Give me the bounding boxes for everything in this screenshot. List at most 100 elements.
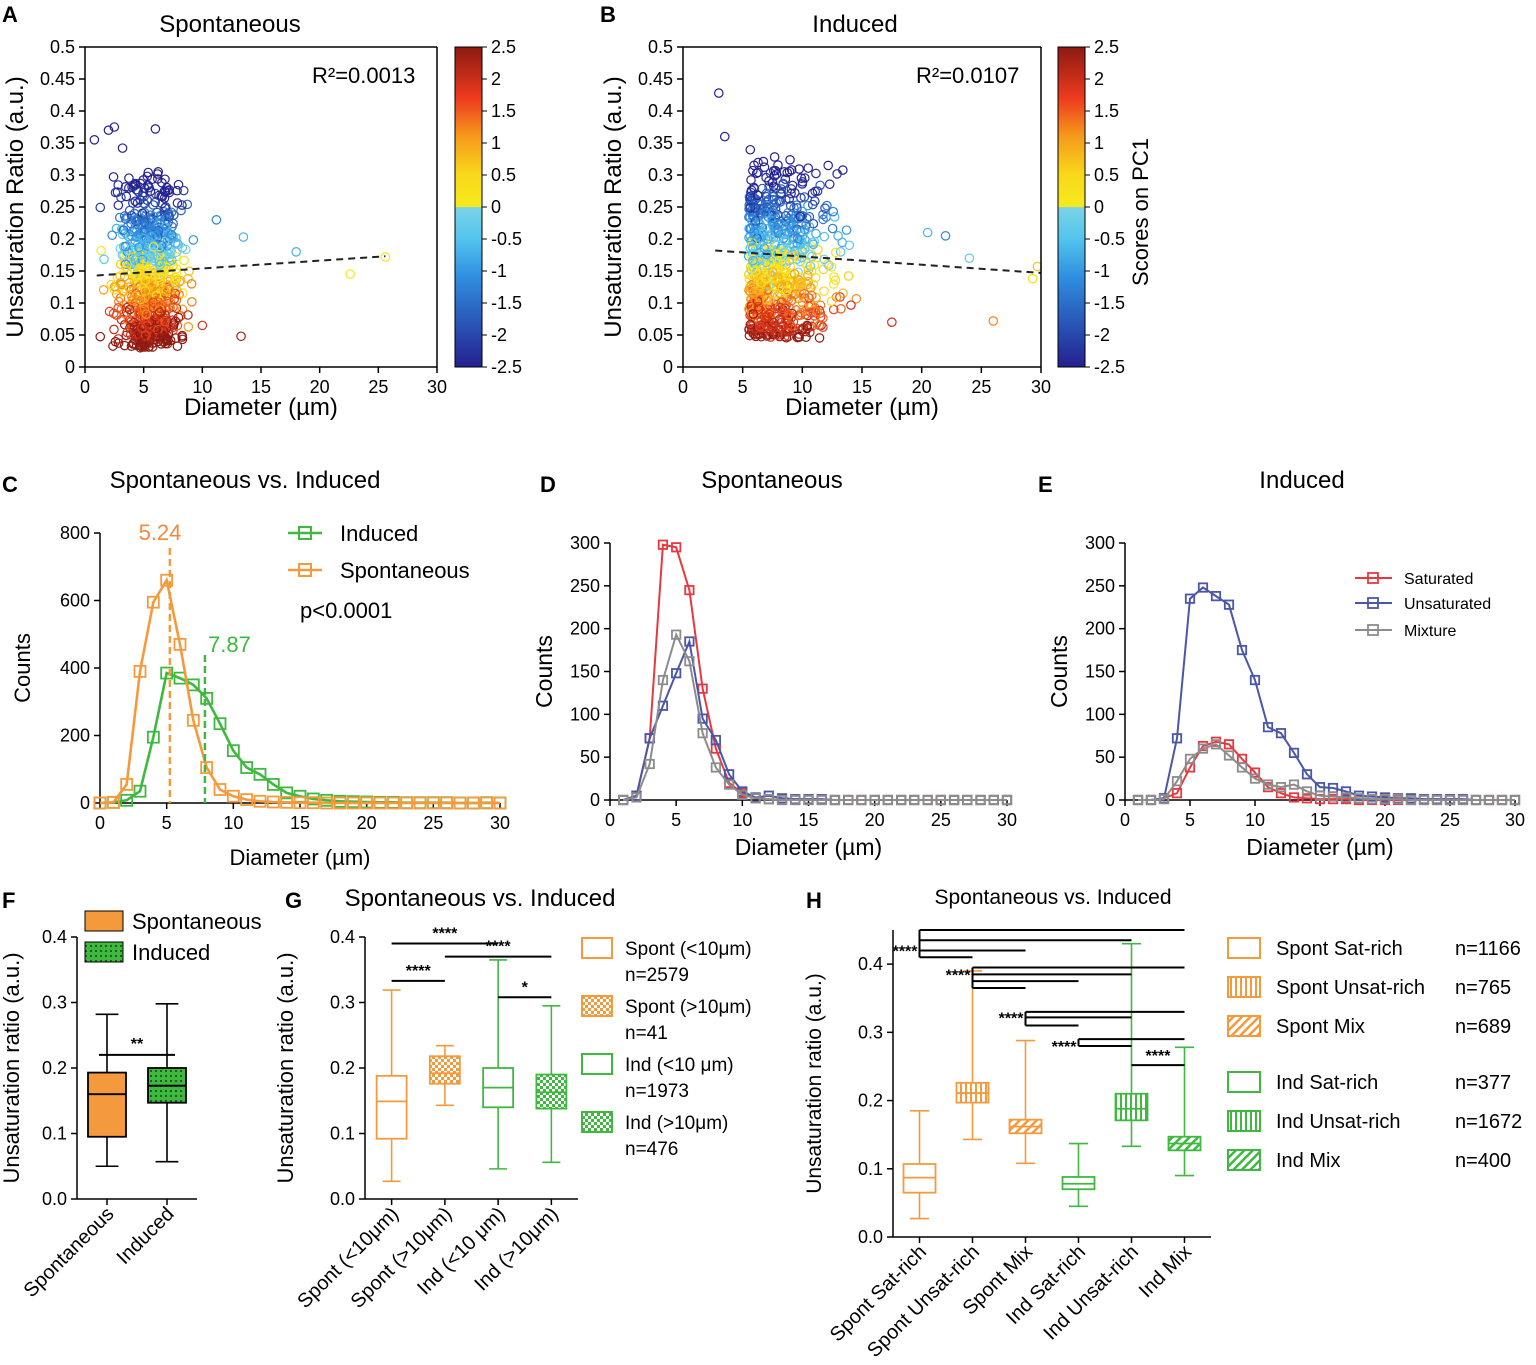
scatter-point (132, 198, 143, 208)
scatter-point (187, 297, 197, 307)
scatter-point (768, 329, 779, 339)
x-tick-label: 0 (1120, 810, 1130, 830)
series-marker-spontaneous (93, 796, 107, 810)
series-marker-induced (280, 786, 294, 800)
y-axis-title: Unsaturation Ratio (a.u.) (600, 76, 627, 337)
scatter-point (769, 316, 780, 326)
series-marker-spontaneous (360, 796, 374, 810)
scatter-point (748, 191, 758, 202)
scatter-point (152, 174, 163, 184)
scatter-point (153, 324, 163, 335)
panel-letter-a: A (2, 2, 18, 27)
panel-letter-e: E (1038, 472, 1053, 497)
series-marker-mixture (710, 762, 721, 773)
scatter-point (824, 179, 835, 190)
series-marker-induced (226, 744, 240, 758)
scatter-point (747, 263, 758, 273)
series-marker-spontaneous (173, 637, 187, 651)
legend-marker (298, 563, 312, 577)
x-tick-label: 25 (931, 810, 951, 830)
y-tick-label: 0.3 (330, 993, 355, 1013)
legend-marker (298, 526, 312, 540)
legend-marker (1367, 624, 1379, 636)
y-tick-label: 100 (1085, 704, 1115, 724)
y-tick-label: 250 (1085, 576, 1115, 596)
series-marker-spontaneous (106, 795, 120, 809)
series-marker-mixture (1314, 790, 1326, 801)
x-tick-label: 10 (1245, 810, 1265, 830)
series-marker-mixture (1457, 794, 1469, 806)
scatter-point (770, 183, 781, 193)
series-marker-mixture (644, 758, 655, 770)
scatter-point (140, 313, 151, 323)
chart-panel-B: 0 5 10 15 20 25 3000.050.10.150.20.250.30.350.… (600, 37, 1125, 421)
series-marker-induced (213, 717, 227, 731)
scatter-point (98, 285, 109, 295)
box-iqr (375, 1074, 408, 1140)
series-marker-saturated (1301, 793, 1313, 804)
series-marker-spontaneous (306, 796, 320, 810)
scatter-point-outlier (211, 215, 222, 225)
scatter-point (135, 340, 146, 351)
scatter-point (759, 162, 770, 173)
scatter-point (150, 270, 161, 280)
legend-swatch (84, 941, 124, 963)
panel-letter-h: H (806, 888, 822, 913)
scatter-point-outlier (713, 88, 724, 98)
series-marker-unsaturated (1249, 674, 1261, 686)
scatter-point (795, 239, 806, 249)
scatter-point (99, 254, 109, 265)
legend-label: Spontaneous (132, 909, 262, 934)
series-marker-mixture (1353, 793, 1365, 804)
fit-line (96, 255, 386, 277)
scatter-point (783, 207, 793, 218)
scatter-point (788, 226, 799, 236)
scatter-point (165, 335, 176, 346)
legend-n: n=476 (625, 1139, 678, 1160)
scatter-point-outlier (89, 135, 100, 145)
series-marker-mixture (856, 794, 867, 806)
scatter-point (141, 280, 152, 290)
scatter-point (141, 291, 151, 302)
y-tick-label: 300 (570, 533, 600, 553)
scatter-point (111, 223, 122, 234)
scatter-point (780, 211, 791, 221)
scatter-point (177, 288, 188, 298)
chart-panel-H: 0.0 0.1 0.2 0.3 0.4 Unsaturation ratio (a.u.)… (803, 929, 1522, 1362)
scatter-point (768, 187, 779, 197)
significance-label: * (522, 979, 529, 996)
x-tick-label: 10 (192, 377, 212, 397)
series-marker-mixture (816, 794, 827, 806)
series-marker-unsaturated (1340, 786, 1352, 797)
scatter-point (157, 191, 168, 202)
scatter-point (151, 331, 161, 342)
legend-swatch (1227, 937, 1261, 959)
scatter-point (149, 211, 159, 222)
legend-n: n=689 (1455, 1016, 1511, 1038)
scatter-point (95, 202, 106, 213)
scatter-point (787, 228, 798, 238)
colorbar-tick-label: 2.5 (491, 37, 516, 57)
y-tick-label: 100 (570, 704, 600, 724)
scatter-point (846, 300, 856, 310)
colorbar-tick-label: -0.5 (1094, 229, 1125, 249)
scatter-point (146, 283, 157, 293)
scatter-point (161, 214, 172, 225)
colorbar-tick-label: 0 (491, 197, 501, 217)
scatter-point (143, 180, 153, 191)
scatter-point-outlier (236, 331, 246, 342)
x-tick-label: 15 (1310, 810, 1330, 830)
legend-label: Ind Unsat-rich (1276, 1111, 1401, 1133)
scatter-point (796, 278, 806, 289)
scatter-point (766, 210, 777, 221)
panel-letter-c: C (2, 472, 18, 497)
series-marker-mixture (737, 789, 748, 800)
scatter-point (755, 321, 765, 332)
scatter-point (829, 212, 840, 222)
scatter-point (744, 232, 754, 243)
scatter-point (138, 337, 148, 348)
x-tick-label: 5 (671, 810, 681, 830)
scatter-point (750, 216, 761, 226)
y-tick-label: 0.4 (648, 101, 673, 121)
scatter-point (794, 234, 805, 245)
